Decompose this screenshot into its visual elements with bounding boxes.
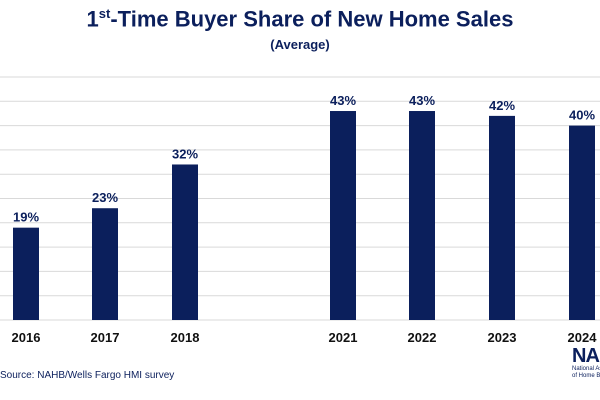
data-label-2023: 42% (489, 98, 515, 113)
chart-subtitle: (Average) (270, 37, 330, 52)
logo-mark: NAHB (572, 346, 600, 367)
x-tick-2017: 2017 (91, 330, 120, 345)
chart-title: 1st-Time Buyer Share of New Home Sales (86, 6, 514, 32)
bar-2016 (13, 227, 39, 320)
logo-text: National Association of Home Builders (572, 366, 600, 379)
data-label-2018: 32% (172, 146, 198, 161)
data-label-2024: 40% (569, 108, 595, 123)
x-tick-2022: 2022 (408, 330, 437, 345)
bar-2017 (92, 208, 118, 320)
bar-2023 (489, 115, 515, 320)
data-label-2016: 19% (13, 210, 39, 225)
x-tick-2016: 2016 (12, 330, 41, 345)
data-label-2022: 43% (409, 93, 435, 108)
bar-2018 (172, 164, 198, 320)
bar-2024 (569, 125, 595, 320)
data-label-2021: 43% (330, 93, 356, 108)
x-tick-2018: 2018 (171, 330, 200, 345)
x-tick-2023: 2023 (488, 330, 517, 345)
source-note: Source: NAHB/Wells Fargo HMI survey (0, 370, 175, 381)
nahb-logo: NAHB National Association of Home Builde… (572, 346, 600, 386)
data-label-2017: 23% (92, 190, 118, 205)
x-tick-2024: 2024 (568, 330, 598, 345)
bar-2022 (409, 111, 435, 321)
bar-2021 (330, 111, 356, 321)
x-tick-2021: 2021 (329, 330, 358, 345)
